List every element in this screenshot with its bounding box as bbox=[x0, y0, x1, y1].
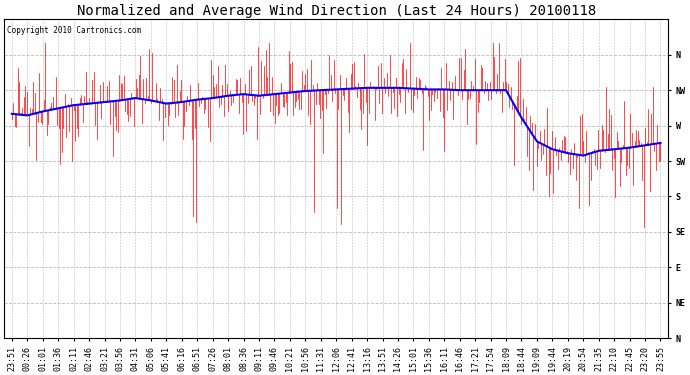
Title: Normalized and Average Wind Direction (Last 24 Hours) 20100118: Normalized and Average Wind Direction (L… bbox=[77, 4, 595, 18]
Text: Copyright 2010 Cartronics.com: Copyright 2010 Cartronics.com bbox=[8, 26, 141, 35]
